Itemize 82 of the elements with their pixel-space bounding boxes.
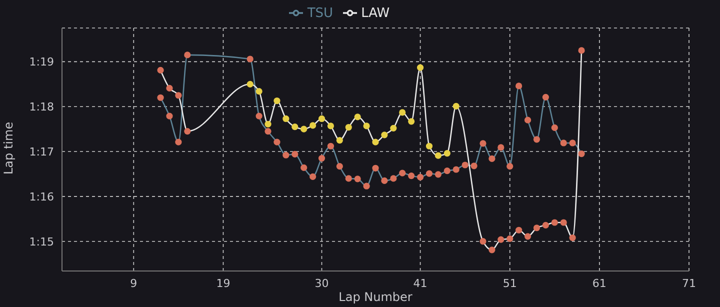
point [166, 112, 173, 120]
point [578, 150, 585, 158]
point [434, 171, 442, 178]
point [399, 109, 406, 116]
point [300, 164, 308, 171]
point [264, 120, 272, 128]
x-tick-label: 30 [314, 276, 329, 290]
point [506, 163, 514, 170]
point [310, 122, 316, 129]
point [274, 97, 280, 104]
point [292, 150, 298, 158]
point [246, 80, 254, 88]
point [560, 140, 567, 146]
point [372, 138, 379, 146]
point [416, 64, 424, 71]
point [184, 52, 191, 58]
point [256, 112, 262, 120]
point [354, 114, 361, 120]
point [381, 177, 388, 184]
point [318, 154, 326, 162]
y-tick-label: 1:17 [29, 145, 54, 158]
point [256, 88, 262, 95]
point [452, 166, 460, 173]
point [372, 164, 379, 172]
point [282, 115, 290, 122]
point [264, 128, 272, 135]
point [462, 162, 468, 168]
point [390, 175, 397, 182]
point [452, 102, 460, 110]
point [282, 152, 290, 158]
point [390, 124, 397, 132]
legend-label: TSU [307, 6, 334, 21]
point [354, 176, 361, 182]
point [470, 162, 478, 170]
point [274, 138, 280, 146]
point [480, 140, 486, 147]
point [157, 94, 164, 101]
point [345, 175, 352, 182]
point [434, 152, 442, 159]
y-tick-label: 1:18 [29, 100, 54, 114]
y-tick-label: 1:15 [29, 235, 54, 248]
point [551, 124, 558, 132]
point [292, 124, 298, 130]
point [336, 136, 343, 144]
x-axis-title: Lap Number [338, 290, 412, 304]
point [345, 124, 352, 131]
point [327, 142, 334, 150]
x-tick-label: 51 [502, 276, 517, 290]
x-tick-label: 61 [592, 276, 606, 290]
point [444, 150, 450, 157]
point [416, 174, 424, 180]
point [318, 115, 326, 122]
x-tick-label: 41 [413, 276, 428, 290]
point [246, 56, 254, 62]
y-axis-title: Lap time [1, 122, 16, 174]
x-tick-label: 71 [682, 276, 696, 290]
point [542, 94, 549, 100]
x-tick-label: 9 [130, 276, 138, 290]
point [444, 168, 450, 174]
x-tick-label: 19 [216, 276, 230, 290]
point [300, 126, 308, 132]
point [363, 122, 370, 130]
point [569, 140, 576, 146]
point [399, 170, 406, 176]
point [426, 170, 433, 177]
point [516, 82, 522, 90]
point [381, 132, 388, 138]
legend-label: LAW [361, 6, 390, 21]
point [327, 122, 334, 130]
point [310, 173, 316, 180]
point [488, 155, 496, 162]
point [426, 142, 433, 150]
point [408, 172, 415, 180]
point [175, 138, 182, 146]
y-tick-label: 1:16 [29, 190, 54, 204]
point [533, 136, 540, 143]
point [336, 163, 343, 170]
y-tick-label: 1:19 [29, 56, 54, 69]
point [498, 144, 504, 151]
point [363, 182, 370, 190]
point [408, 118, 415, 125]
point [524, 116, 532, 124]
